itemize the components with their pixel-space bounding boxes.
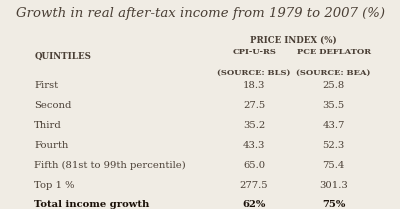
Text: 43.7: 43.7 [322, 121, 345, 130]
Text: 52.3: 52.3 [322, 141, 345, 150]
Text: First: First [34, 81, 58, 90]
Text: 35.2: 35.2 [243, 121, 265, 130]
Text: 301.3: 301.3 [319, 181, 348, 190]
Text: 62%: 62% [242, 200, 266, 209]
Text: 75%: 75% [322, 200, 345, 209]
Text: QUINTILES: QUINTILES [34, 52, 91, 61]
Text: 35.5: 35.5 [322, 101, 345, 110]
Text: CPI-U-RS: CPI-U-RS [232, 48, 276, 56]
Text: Second: Second [34, 101, 72, 110]
Text: 277.5: 277.5 [240, 181, 268, 190]
Text: 65.0: 65.0 [243, 161, 265, 170]
Text: Third: Third [34, 121, 62, 130]
Text: PCE DEFLATOR: PCE DEFLATOR [296, 48, 371, 56]
Text: 18.3: 18.3 [243, 81, 265, 90]
Text: Growth in real after-tax income from 1979 to 2007 (%): Growth in real after-tax income from 197… [16, 6, 384, 20]
Text: Total income growth: Total income growth [34, 200, 150, 209]
Text: 25.8: 25.8 [322, 81, 345, 90]
Text: Top 1 %: Top 1 % [34, 181, 75, 190]
Text: PRICE INDEX (%): PRICE INDEX (%) [250, 36, 337, 45]
Text: 75.4: 75.4 [322, 161, 345, 170]
Text: 27.5: 27.5 [243, 101, 265, 110]
Text: (SOURCE: BLS): (SOURCE: BLS) [218, 69, 291, 77]
Text: Fifth (81st to 99th percentile): Fifth (81st to 99th percentile) [34, 161, 186, 170]
Text: 43.3: 43.3 [243, 141, 265, 150]
Text: (SOURCE: BEA): (SOURCE: BEA) [296, 69, 371, 77]
Text: Fourth: Fourth [34, 141, 69, 150]
